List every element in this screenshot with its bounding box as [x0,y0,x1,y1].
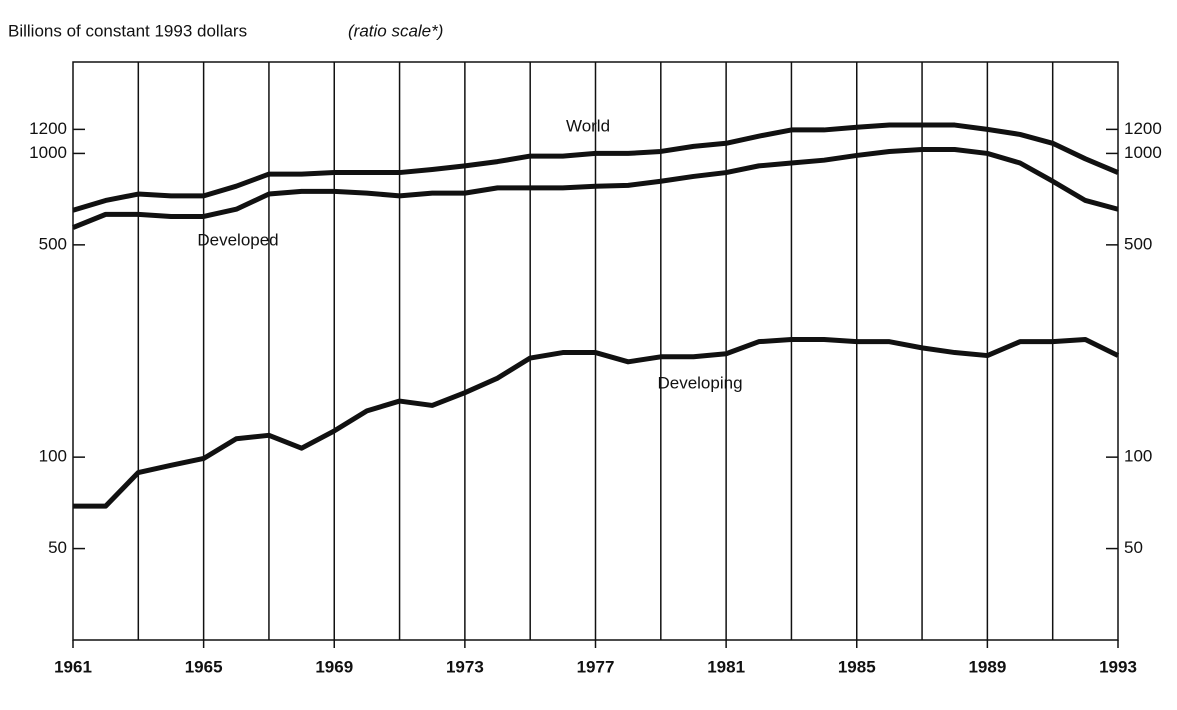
y-tick-label: 50 [48,538,67,557]
x-tick-label: 1965 [185,657,223,676]
series-line [73,336,1120,509]
series-line [72,122,1119,213]
x-tick-label: 1977 [577,657,615,676]
x-tick-label: 1973 [446,657,484,676]
x-tick-label: 1961 [54,657,92,676]
chart-subtitle: (ratio scale*) [348,21,443,40]
x-tick-label: 1981 [707,657,745,676]
y-tick-label: 1200 [1124,119,1162,138]
y-tick-label: 500 [39,234,67,253]
series-label: Developing [657,373,742,392]
y-tick-label: 100 [39,447,67,466]
y-tick-label: 500 [1124,234,1152,253]
x-tick-label: 1985 [838,657,876,676]
x-tick-label: 1969 [315,657,353,676]
series-line [72,147,1119,230]
y-tick-label: 50 [1124,538,1143,557]
y-tick-label: 1200 [29,119,67,138]
series-label: World [566,116,610,135]
x-tick-label: 1989 [968,657,1006,676]
series-label: Developed [197,230,278,249]
chart-title: Billions of constant 1993 dollars [8,21,247,40]
y-tick-label: 1000 [29,143,67,162]
x-tick-label: 1993 [1099,657,1137,676]
y-tick-label: 100 [1124,447,1152,466]
y-tick-label: 1000 [1124,143,1162,162]
